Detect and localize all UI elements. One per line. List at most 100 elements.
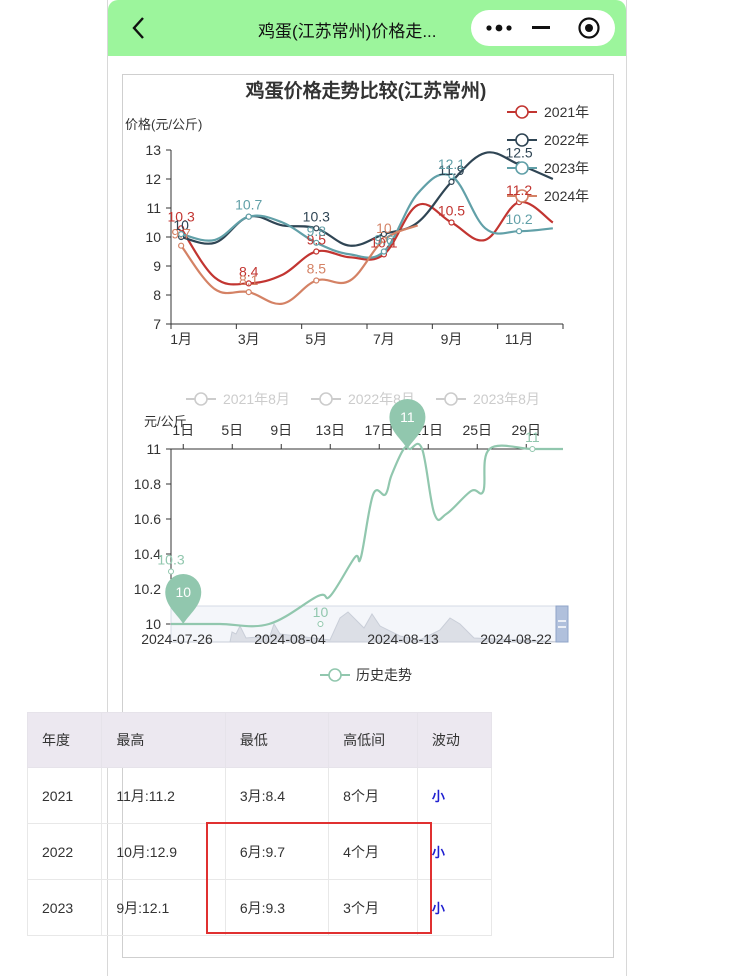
legend-marker: [515, 189, 529, 203]
y-tick-label: 7: [153, 316, 161, 332]
y-tick-label: 10: [145, 616, 161, 632]
y-tick-label: 10.4: [134, 546, 161, 562]
x-tick-label: 1日: [172, 422, 194, 438]
target-circle-icon[interactable]: [577, 16, 601, 40]
data-label: 8.5: [307, 261, 327, 277]
data-point: [313, 248, 320, 255]
mini-program-capsule: [471, 10, 615, 46]
data-zoom-shadow: [171, 611, 564, 643]
y-tick-label: 10: [145, 229, 161, 245]
data-zoom-label: 2024-08-13: [367, 631, 439, 647]
more-dots-icon[interactable]: [485, 22, 515, 34]
data-label: 11.9: [438, 162, 464, 178]
data-point: [178, 231, 185, 238]
y-tick-label: 13: [145, 142, 161, 158]
y-tick-label: 11: [146, 441, 161, 457]
table-header-cell: 年度: [26, 712, 103, 768]
x-tick-label: 7月: [373, 331, 395, 347]
marker-pin-max: 11: [389, 399, 426, 449]
data-label: 10.1: [370, 234, 397, 250]
table-row: 2022 10月:12.9 6月:9.7 4个月小: [26, 823, 493, 880]
data-point: [178, 242, 185, 249]
data-point: [448, 178, 455, 185]
table-cell: 6月:9.3: [224, 879, 330, 936]
data-label: 10: [376, 220, 392, 236]
data-zoom-label: 2024-08-04: [254, 631, 326, 647]
table-cell: 4个月: [328, 823, 418, 880]
x-tick-label: 17日: [364, 422, 394, 438]
table-header-cell: 高低间: [328, 712, 418, 768]
data-point: [448, 173, 455, 180]
volatility-label: 小: [431, 789, 445, 804]
data-point: [317, 621, 324, 627]
y-tick-label: 10.8: [134, 476, 161, 492]
legend-marker: [515, 105, 529, 119]
data-label: 12.5: [505, 145, 532, 161]
x-tick-label: 9日: [270, 422, 292, 438]
data-point: [529, 446, 536, 452]
table-cell: 小: [416, 823, 493, 880]
legend-inactive-label: 2021年8月: [223, 391, 290, 407]
data-point: [245, 213, 252, 220]
x-tick-label: 5月: [305, 331, 327, 347]
summary-table: 年度 最高 最低 高低间 波动 2021 11月:11.2 3月:8.4 8个月小 2022 10…: [26, 712, 493, 936]
table-header-cell: 波动: [416, 712, 493, 768]
data-label: 9.6: [374, 232, 394, 248]
x-tick-label: 25日: [462, 422, 492, 438]
data-label: 10: [173, 217, 189, 233]
x-tick-label: 1月: [170, 331, 192, 347]
table-body: 2021 11月:11.2 3月:8.4 8个月小 2022 10月:12.9 6月:9.7…: [26, 767, 493, 936]
legend-label: 2023年: [544, 160, 589, 176]
series-line-2024年: [180, 224, 419, 306]
legend-inactive-marker: [444, 392, 458, 406]
x-tick-label: 9月: [441, 331, 463, 347]
data-label: 10.7: [235, 197, 262, 213]
x-tick-label: 13日: [315, 422, 345, 438]
table-cell: 2021: [26, 767, 103, 824]
chart-title: 鸡蛋价格走势比较(江苏常州): [245, 79, 487, 102]
data-label: 10.3: [303, 208, 330, 224]
table-cell: 11月:11.2: [101, 767, 226, 824]
table-cell: 10月:12.9: [101, 823, 226, 880]
y-tick-label: 9: [153, 258, 161, 274]
data-label: 8.4: [239, 263, 259, 279]
data-zoom-label: 2024-08-22: [480, 631, 552, 647]
minimize-icon[interactable]: [531, 24, 551, 32]
marker-label: 10: [175, 584, 191, 600]
table-cell: 2022: [26, 823, 103, 880]
legend-label: 2021年: [544, 104, 589, 120]
table-row: 2021 11月:11.2 3月:8.4 8个月小: [26, 767, 493, 824]
legend-label: 历史走势: [356, 667, 412, 683]
price-comparison-chart: 鸡蛋价格走势比较(江苏常州) 价格(元/公斤) 7 8 9 10 11 12 13 1月 3月 5月 7…: [125, 79, 589, 347]
table-cell: 6月:9.7: [224, 823, 330, 880]
legend-label: 2024年: [544, 188, 589, 204]
data-point: [168, 568, 174, 575]
nav-bar: 鸡蛋(江苏常州)价格走...: [108, 0, 626, 56]
legend-inactive-marker: [194, 392, 208, 406]
table-cell: 小: [416, 879, 493, 936]
table-cell: 3个月: [328, 879, 418, 936]
volatility-label: 小: [431, 901, 445, 916]
table-cell: 8个月: [328, 767, 418, 824]
y-tick-label: 10.2: [134, 581, 161, 597]
data-point: [178, 225, 185, 232]
table-row: 2023 9月:12.1 6月:9.3 3个月小: [26, 879, 493, 936]
chevron-left-icon[interactable]: [122, 12, 154, 44]
table-header-cell: 最低: [224, 712, 330, 768]
data-point: [380, 231, 387, 238]
data-label: 10.3: [168, 208, 195, 224]
legend-marker: [515, 133, 529, 147]
highlight-box: [206, 822, 432, 934]
volatility-label: 小: [431, 845, 445, 860]
y-tick-label: 8: [153, 287, 161, 303]
data-zoom-label: 2024-07-26: [141, 631, 213, 647]
legend-label: 2022年: [544, 132, 589, 148]
data-zoom-handle: [555, 605, 569, 643]
data-point: [313, 239, 320, 246]
y-tick-label: 11: [146, 200, 161, 216]
data-label: 12.1: [438, 156, 465, 172]
x-tick-label: 29日: [511, 422, 541, 438]
data-label: 8.1: [239, 272, 259, 288]
table-header-cell: 最高: [101, 712, 226, 768]
